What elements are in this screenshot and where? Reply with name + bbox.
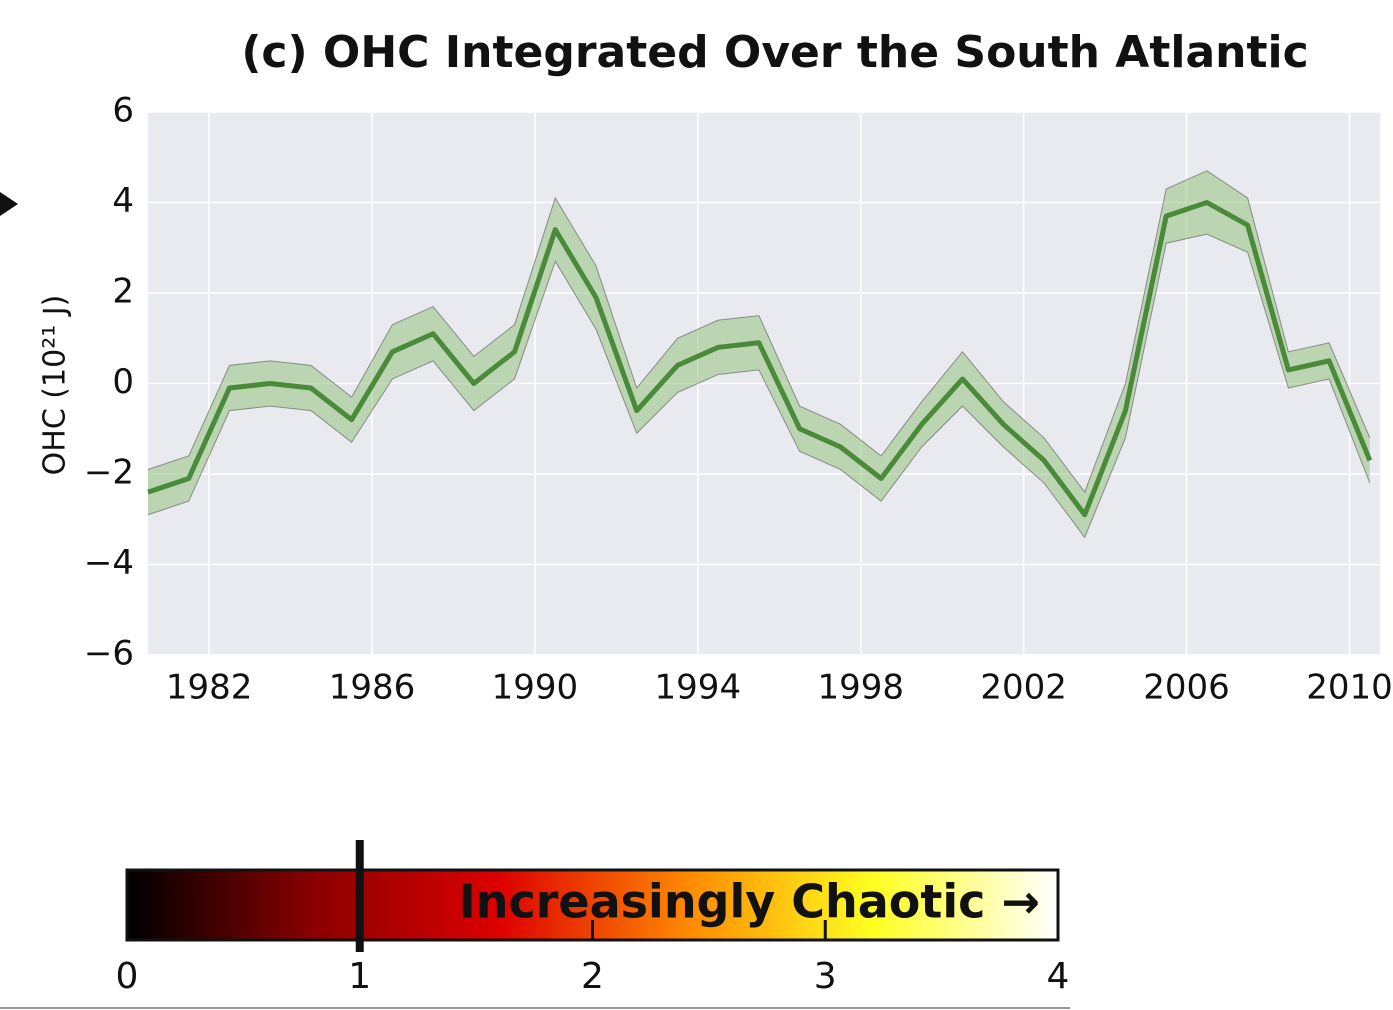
y-axis-label: OHC (10²¹ J) [38, 295, 73, 476]
x-tick-label: 2002 [980, 668, 1067, 708]
y-tick-label: −6 [84, 634, 134, 674]
x-tick-label: 3 [814, 956, 837, 997]
x-tick-label: 1982 [166, 668, 253, 708]
y-tick-label: −2 [84, 453, 134, 493]
colorbar-label: Increasingly Chaotic → [459, 875, 1040, 929]
chart-title: (c) OHC Integrated Over the South Atlant… [241, 27, 1308, 78]
band [148, 170, 1370, 538]
x-tick-label: 1994 [655, 668, 742, 708]
y-tick-label: −4 [84, 543, 134, 583]
x-tick-label: 0 [116, 956, 139, 997]
x-tick-label: 1998 [817, 668, 904, 708]
x-tick-label: 1 [348, 956, 371, 997]
y-tick-label: 0 [112, 362, 134, 402]
y-tick-label: 4 [112, 181, 134, 221]
x-tick-label: 1990 [492, 668, 579, 708]
band-edge [147, 170, 1371, 494]
y-tick-label: 6 [112, 91, 134, 131]
x-tick-label: 2 [581, 956, 604, 997]
x-tick-label: 4 [1047, 956, 1070, 997]
arrow-icon [0, 192, 18, 216]
x-tick-label: 1986 [329, 668, 416, 708]
line [147, 200, 1373, 518]
band-edge [147, 233, 1371, 539]
x-tick-label: 2006 [1143, 668, 1230, 708]
x-tick-label: 2010 [1306, 668, 1393, 708]
y-tick-label: 2 [112, 272, 134, 312]
